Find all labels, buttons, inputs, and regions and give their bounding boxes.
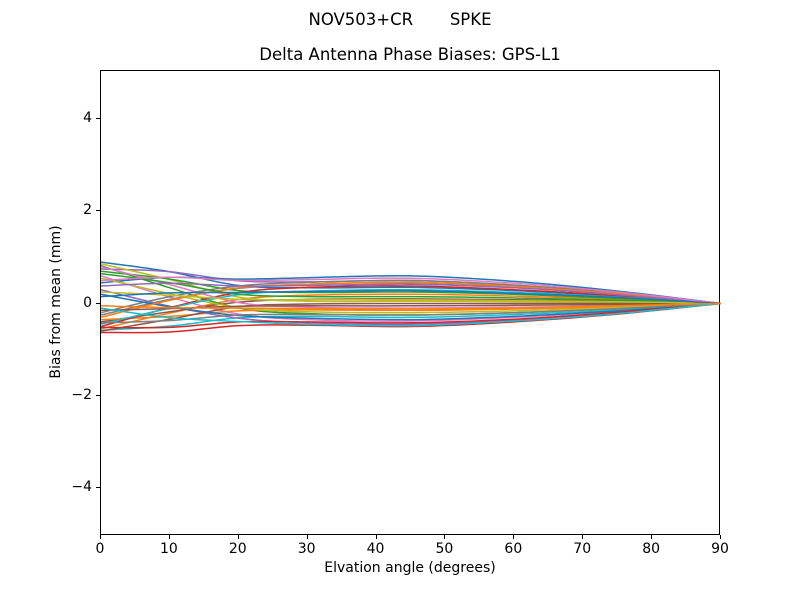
series-line-sat-24 [101,302,721,329]
x-tick-label: 80 [642,541,661,557]
y-tick-mark [96,394,100,396]
series-line-sat-16 [101,302,721,332]
series-line-sat-31 [101,289,721,305]
x-tick-mark [651,535,653,539]
x-tick-label: 40 [366,541,385,557]
y-tick-mark [96,118,100,120]
x-tick-label: 50 [435,541,454,557]
x-tick-label: 60 [504,541,523,557]
series-line-sat-21 [101,293,721,321]
plot-lines [101,261,721,334]
series-line-sat-30 [101,302,721,327]
x-tick-mark [582,535,584,539]
y-tick-label: 4 [83,110,92,127]
y-tick-mark [96,210,100,212]
series-line-sat-25 [101,282,721,305]
chart-title: Delta Antenna Phase Biases: GPS-L1 [259,45,561,64]
series-line-sat-32 [101,302,721,310]
x-tick-label: 30 [297,541,316,557]
y-tick-label: −4 [71,478,92,495]
x-tick-label: 70 [573,541,592,557]
x-tick-label: 0 [95,541,105,557]
x-tick-label: 20 [228,541,247,557]
series-line-sat-12 [101,302,721,321]
series-line-sat-29 [101,291,721,305]
y-axis-label-text: Bias from mean (mm) [48,225,64,379]
x-tick-mark [168,535,170,539]
y-tick-mark [96,302,100,304]
series-line-sat-27 [101,276,721,305]
x-axis-label: Elvation angle (degrees) [324,560,496,576]
x-tick-mark [375,535,377,539]
y-tick-label: 0 [83,294,92,311]
x-tick-mark [306,535,308,539]
x-tick-mark [237,535,239,539]
axes-frame [100,70,721,535]
x-tick-label: 10 [159,541,178,557]
series-line-sat-10 [101,302,721,331]
figure-suptitle: NOV503+CR SPKE [308,10,492,29]
x-tick-mark [100,535,101,539]
series-line-sat-18 [101,279,721,314]
y-tick-label: −2 [71,386,92,403]
x-tick-mark [720,535,721,539]
x-tick-mark [513,535,515,539]
x-tick-label: 90 [711,541,729,557]
series-line-sat-14 [101,285,721,328]
y-tick-mark [96,486,100,488]
x-tick-mark [444,535,446,539]
y-tick-label: 2 [83,202,92,219]
series-line-sat-23 [101,272,721,305]
series-line-sat-13 [101,270,721,305]
